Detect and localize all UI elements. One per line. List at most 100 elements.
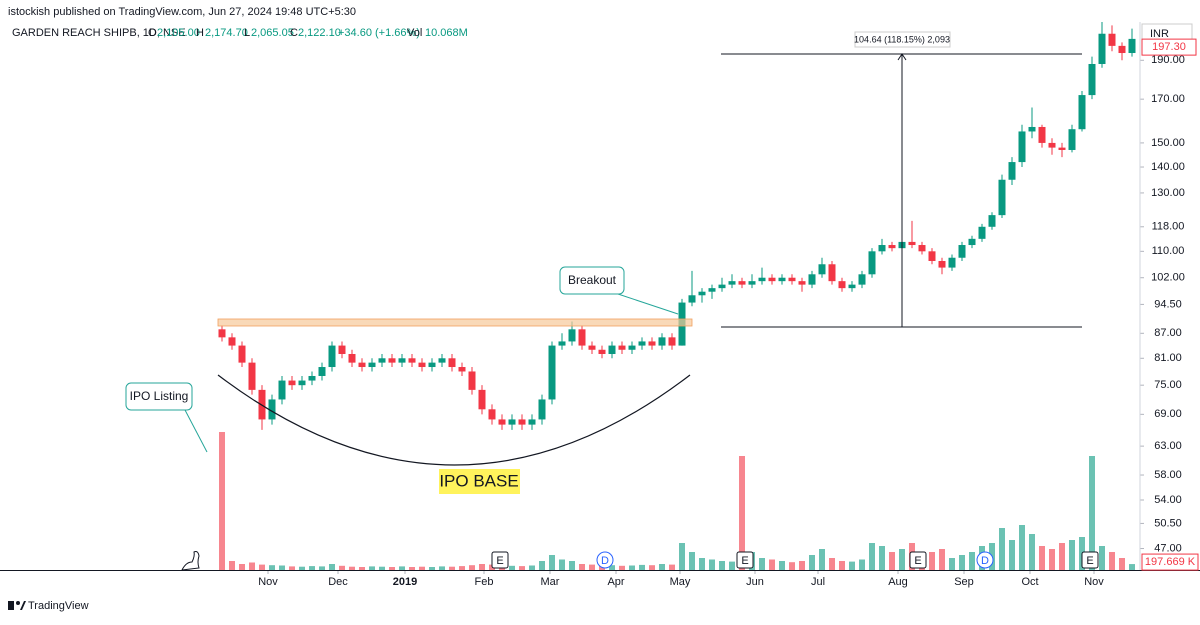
volume-bar [1009,540,1015,570]
candle-body [718,284,726,289]
candle-body [778,277,786,282]
candle-body [528,419,536,425]
arrow-head [897,53,907,61]
candle-body [238,345,246,363]
y-tick-label: 110.00 [1152,245,1185,257]
volume-bar [509,565,515,570]
close: 2,122.10 [298,27,341,39]
y-tick-label: 190.00 [1151,54,1185,66]
candle-body [298,380,306,386]
volume-bar [669,564,675,570]
candle-body [368,362,376,368]
candle-body [1048,142,1056,148]
volume-bar [579,564,585,570]
candle-body [248,362,256,390]
volume-bar [1069,540,1075,570]
volume-bar [889,552,895,570]
volume-bar [519,566,525,570]
candle-body [568,329,576,342]
volume-bar [219,432,225,570]
volume-bar [739,456,745,570]
candle-body [468,371,476,390]
y-tick-label: 47.00 [1154,542,1182,554]
candle-body [398,358,406,363]
candle-body [768,277,776,282]
volume-last-label: 197.669 K [1145,556,1196,568]
candle-body [668,337,676,346]
symbol: GARDEN REACH SHIPB, 1D, NSE [12,27,186,39]
x-tick-label: Apr [607,576,624,588]
candle-body [748,281,756,285]
volume-bar [439,566,445,570]
resistance-zone [217,318,693,327]
volume-bar [479,564,485,570]
volume-bar [389,567,395,570]
volume-bar [819,549,825,570]
volume-bar [849,561,855,570]
volume-bar [659,564,665,570]
volume-bar [459,566,465,570]
volume-bar [649,565,655,570]
candle-body [988,215,996,227]
volume-bar [249,562,255,570]
candle-body [888,245,896,249]
candle-body [838,281,846,289]
volume-bar [629,565,635,570]
volume-bar [799,561,805,570]
candle-body [548,345,556,400]
candle-body [638,341,646,346]
x-tick-label: Feb [475,576,494,588]
candle-body [498,419,506,425]
candle-body [338,345,346,354]
volume-bar [329,564,335,570]
event-label: E [1086,555,1093,567]
volume-bar [1099,546,1105,570]
candle-body [648,341,656,346]
volume-bar [1039,546,1045,570]
y-tick-label: 118.00 [1152,221,1185,233]
volume-bar [359,567,365,570]
event-label: D [601,555,609,567]
volume-bar [589,564,595,570]
candle-body [1128,38,1136,54]
vol-label: Vol [407,27,422,39]
event-marker [909,551,927,569]
candle-body [308,375,316,381]
volume-bar [399,566,405,570]
candle-body [708,288,716,292]
high-label: H [196,27,204,39]
volume-bar [379,566,385,570]
candle-body [518,419,526,425]
volume-bar [469,565,475,570]
candle-body [348,353,356,363]
open: 2,105.00 [157,27,200,39]
candle-body [878,245,886,252]
volume-bar [569,561,575,570]
candle-body [928,251,936,261]
volume-bar [419,566,425,570]
y-tick-label: 130.00 [1151,187,1185,199]
brand-name: TradingView [28,600,89,612]
candle-body [318,367,326,376]
plot: 190.00 170.00 150.00 140.00 130.00 118.00 110.… [218,22,1185,588]
currency: INR [1150,28,1169,40]
candle-body [278,380,286,400]
volume-bar [879,546,885,570]
event-label: D [981,555,989,567]
x-tick-label: Oct [1021,576,1038,588]
candle-body [578,329,586,346]
candle-body [728,281,736,285]
y-tick-label: 75.00 [1154,379,1182,391]
y-tick-label: 50.50 [1154,517,1182,529]
y-tick-label: 170.00 [1151,93,1185,105]
candle-body [1068,129,1076,150]
volume-bar [319,566,325,570]
ipo-listing: IPO Listing [130,389,189,403]
volume-bar [899,549,905,570]
candle-body [908,241,916,246]
event-label: E [496,555,503,567]
y-tick-label: 102.00 [1151,272,1185,284]
event-marker [976,551,994,569]
candle-body [1018,131,1026,163]
open-label: O [148,27,157,39]
